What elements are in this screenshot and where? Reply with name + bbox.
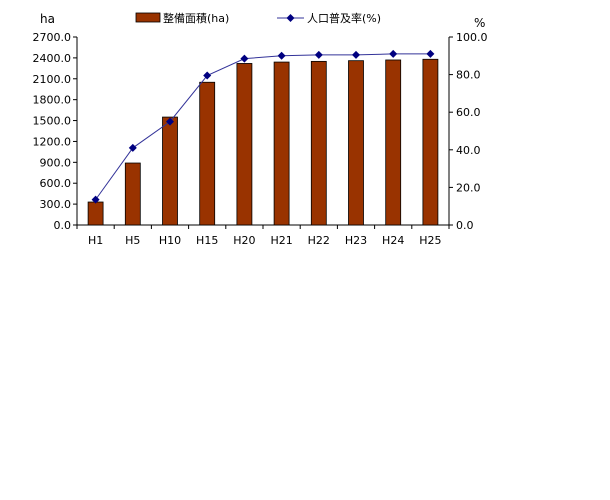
line-point — [314, 50, 323, 59]
bar — [385, 59, 402, 226]
line-point — [166, 117, 174, 126]
legend-line-label: 人口普及率(%) — [307, 11, 381, 25]
bar — [199, 81, 216, 226]
bar — [162, 116, 178, 226]
x-tick-label: H21 — [270, 234, 292, 247]
left-axis-unit: ha — [40, 12, 55, 26]
legend-line-marker — [286, 14, 295, 22]
right-axis-unit: % — [474, 16, 485, 30]
right-tick-label: 20.0 — [456, 181, 481, 194]
x-tick-label: H20 — [233, 234, 255, 247]
line-point — [352, 50, 360, 59]
line-point — [128, 143, 137, 152]
left-tick-label: 2100.0 — [33, 73, 72, 86]
x-tick-label: H24 — [382, 234, 404, 247]
right-tick-label: 60.0 — [456, 106, 481, 119]
bar — [310, 60, 327, 226]
bar — [273, 61, 290, 226]
line-point — [203, 71, 212, 80]
x-tick-label: H1 — [88, 234, 103, 247]
left-tick-label: 0.0 — [54, 219, 72, 232]
line-path — [95, 53, 431, 200]
bar — [236, 63, 253, 226]
left-tick-label: 600.0 — [40, 177, 72, 190]
line-point — [277, 51, 286, 60]
bar — [348, 60, 364, 226]
left-tick-label: 1500.0 — [33, 115, 72, 128]
x-tick-label: H22 — [308, 234, 330, 247]
x-tick-label: H15 — [196, 234, 218, 247]
x-tick-label: H10 — [159, 234, 181, 247]
x-tick-label: H25 — [419, 234, 441, 247]
right-tick-label: 40.0 — [456, 144, 481, 157]
left-tick-label: 300.0 — [40, 198, 72, 211]
line-point — [240, 54, 249, 63]
left-tick-label: 1800.0 — [33, 94, 72, 107]
right-tick-label: 80.0 — [456, 69, 481, 82]
line-point — [91, 195, 100, 204]
legend-bar-label: 整備面積(ha) — [163, 11, 229, 25]
bar — [422, 58, 439, 226]
line-point — [389, 49, 398, 58]
line-point — [426, 49, 435, 58]
legend: 整備面積(ha) 人口普及率(%) — [135, 11, 381, 25]
bar-series — [87, 58, 439, 226]
legend-bar-swatch — [135, 12, 161, 23]
left-tick-label: 900.0 — [40, 156, 72, 169]
left-tick-label: 1200.0 — [33, 135, 72, 148]
right-tick-label: 0.0 — [456, 219, 474, 232]
left-tick-label: 2700.0 — [33, 31, 72, 44]
bar — [87, 201, 104, 226]
left-tick-label: 2400.0 — [33, 52, 72, 65]
axes-group: 0.0 300.0 600.0 900.0 1200.0 1500.0 1800.0 2100… — [33, 12, 488, 247]
right-tick-label: 100.0 — [456, 31, 488, 44]
bar — [124, 162, 141, 226]
line-series — [91, 49, 435, 204]
x-tick-label: H23 — [345, 234, 367, 247]
x-tick-label: H5 — [125, 234, 140, 247]
